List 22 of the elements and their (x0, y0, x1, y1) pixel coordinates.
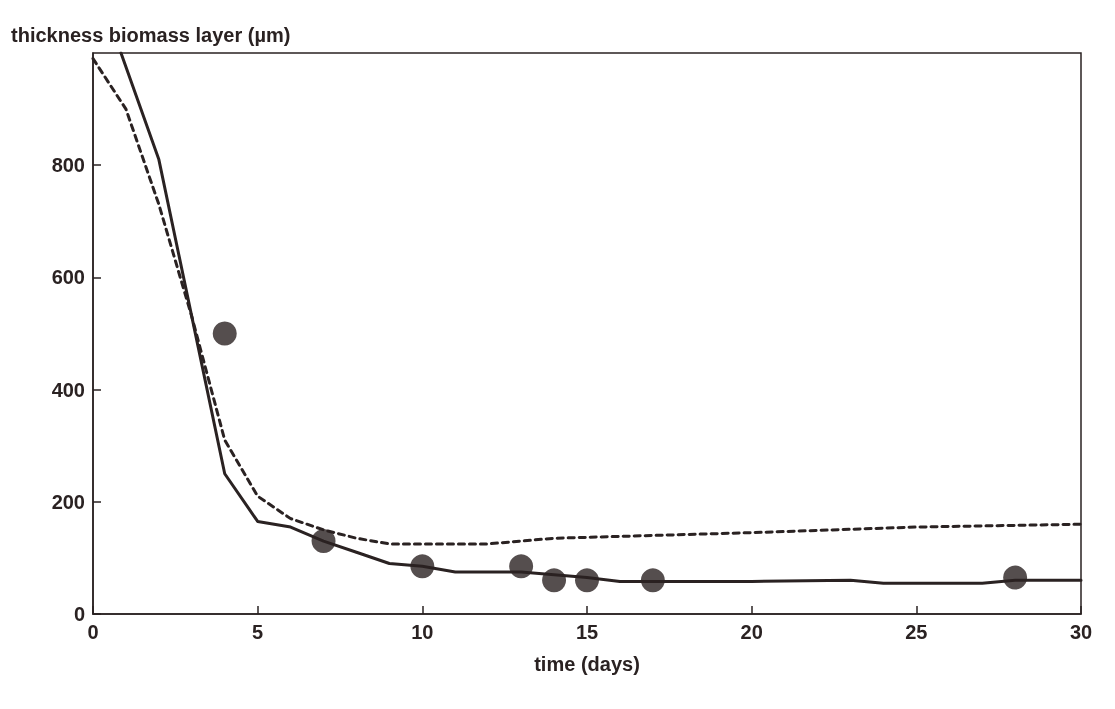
x-tick-label: 25 (905, 621, 928, 643)
point (212, 321, 237, 346)
x-tick-label: 0 (87, 621, 99, 643)
x-tick-label: 30 (1069, 621, 1093, 643)
x-axis-title: time (days) (534, 653, 640, 675)
point (311, 529, 336, 554)
point (575, 568, 599, 593)
x-tick-label: 10 (411, 621, 434, 643)
point (509, 554, 534, 579)
point (542, 568, 567, 593)
point (1003, 565, 1028, 590)
x-tick-label: 5 (252, 621, 264, 643)
y-tick-label: 200 (51, 490, 85, 513)
x-tick-label: 20 (740, 621, 763, 643)
y-tick-label: 400 (51, 378, 85, 401)
y-tick-label: 0 (73, 603, 85, 625)
point (640, 568, 665, 593)
y-tick-label: 800 (51, 154, 85, 177)
y-axis-title: thickness biomass layer (µm) (11, 24, 291, 46)
x-tick-label: 15 (575, 621, 599, 643)
y-tick-label: 600 (51, 266, 85, 289)
point (410, 554, 435, 579)
